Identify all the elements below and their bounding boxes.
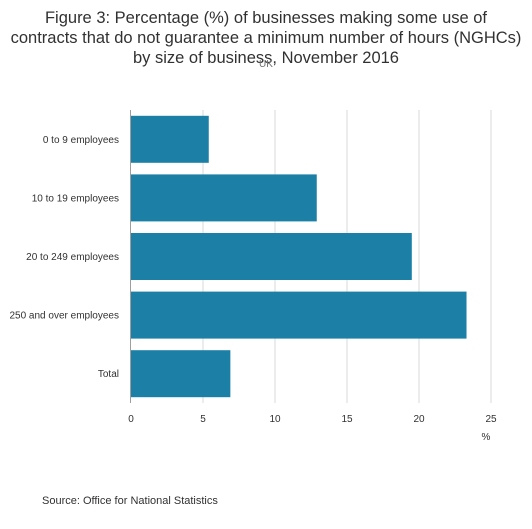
bar — [131, 233, 412, 280]
x-tick-label: 5 — [200, 414, 206, 425]
chart-title: Figure 3: Percentage (%) of businesses m… — [10, 9, 522, 67]
bar — [131, 115, 209, 163]
category-label: Total — [98, 369, 119, 380]
category-label: 10 to 19 employees — [32, 193, 119, 204]
bar — [131, 350, 231, 398]
x-tick-label: 20 — [413, 414, 425, 425]
category-label: 250 and over employees — [9, 311, 119, 322]
category-label: 20 to 249 employees — [26, 252, 119, 263]
category-label: 0 to 9 employees — [43, 135, 119, 146]
x-unit-label: % — [482, 432, 491, 443]
source-note: Source: Office for National Statistics — [42, 495, 218, 507]
chart-subtitle: UK — [259, 59, 273, 70]
x-tick-label: 25 — [485, 414, 497, 425]
x-tick-labels: 0 5 10 15 20 25 — [128, 414, 497, 425]
bar — [131, 291, 467, 339]
x-tick-label: 0 — [128, 414, 134, 425]
x-tick-label: 15 — [341, 414, 353, 425]
x-tick-label: 10 — [269, 414, 281, 425]
category-labels: 0 to 9 employees 10 to 19 employees 20 to … — [9, 135, 119, 380]
bars — [131, 115, 467, 398]
bar — [131, 174, 317, 222]
